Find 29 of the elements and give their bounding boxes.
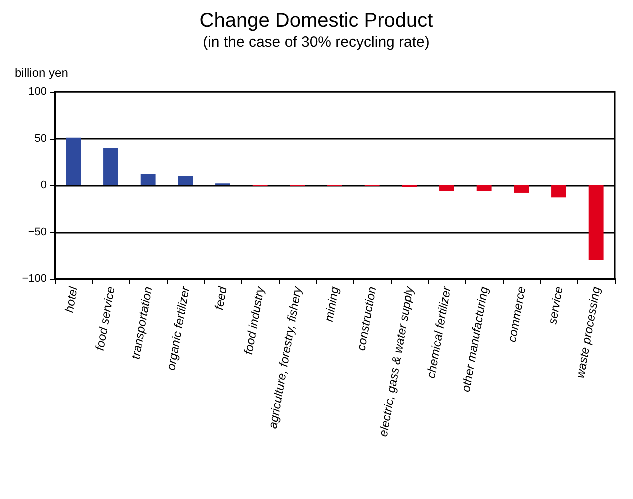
y-tick-label: −100 [22, 273, 47, 285]
bar [514, 186, 530, 193]
y-axis-title: billion yen [15, 66, 68, 80]
x-tick-label: chemical fertilizer [424, 284, 454, 380]
y-tick-label: 0 [40, 180, 47, 192]
bar [66, 138, 82, 186]
bar [140, 174, 156, 186]
x-tick-label: commerce [505, 285, 529, 344]
y-tick-label: 100 [28, 86, 47, 98]
chart-subtitle: (in the case of 30% recycling rate) [203, 34, 430, 51]
bar [440, 186, 454, 192]
x-tick-label: food service [92, 285, 118, 352]
bar [104, 148, 118, 186]
x-tick-label: feed [212, 285, 230, 312]
x-tick-label: agriculture, forestry, fishery [266, 284, 305, 430]
x-tick-label: transportation [128, 285, 156, 360]
chart-title: Change Domestic Product [200, 10, 434, 32]
x-tick-label: mining [322, 285, 342, 324]
x-tick-label: organic fertilizer [164, 284, 193, 372]
y-tick-label: 50 [34, 132, 47, 145]
y-tick-label: −50 [28, 226, 47, 238]
x-tick-label: service [545, 285, 566, 326]
x-tick-label: hotel [62, 285, 81, 314]
bar [476, 186, 492, 192]
x-tick-label: food industry [241, 284, 268, 356]
bar [178, 176, 194, 186]
bar [552, 186, 566, 198]
x-tick-label: waste processing [573, 285, 604, 380]
bar [588, 186, 604, 260]
